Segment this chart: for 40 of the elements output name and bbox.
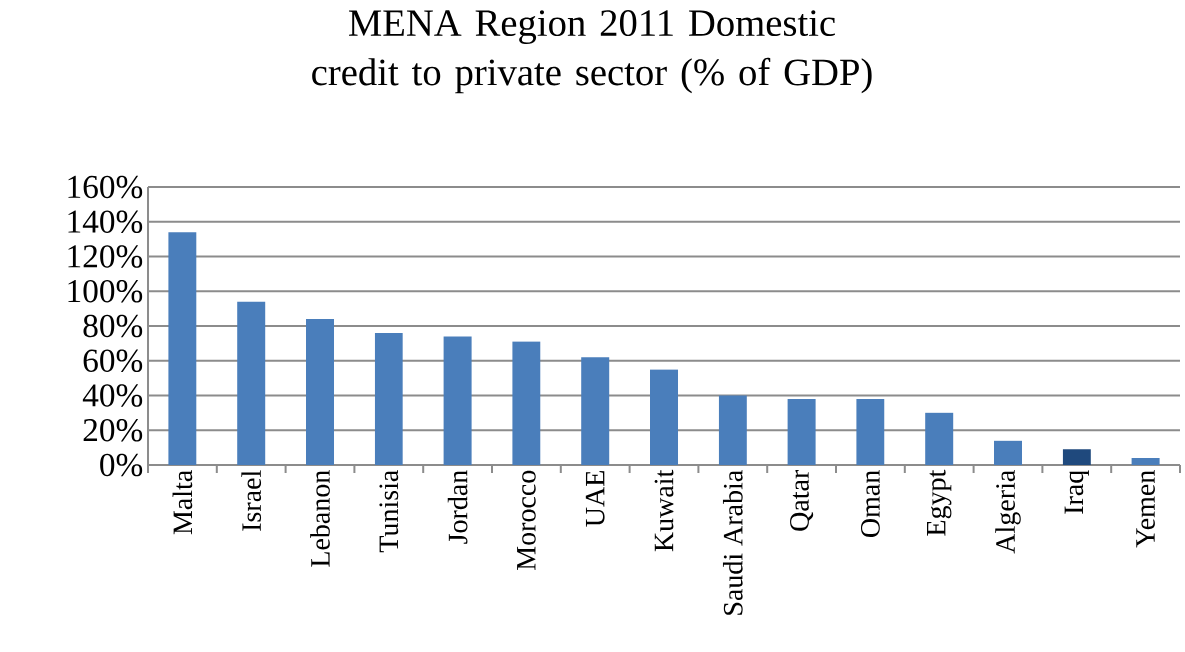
y-tick-label: 40% [82,384,143,407]
x-tick-label: Oman [860,470,880,537]
bar [237,301,266,465]
bar [994,440,1022,465]
chart-title: MENA Region 2011 Domestic credit to private sector (% of GDP) [312,10,872,94]
bar [168,232,197,465]
bar [1131,458,1160,465]
bar [856,398,885,465]
bar [718,395,747,465]
bar [787,398,816,465]
x-tick-label: Malta [172,470,193,535]
y-tick-label: 140% [68,210,143,234]
x-tick-label: Yemen [1136,470,1155,548]
y-tick-label: 20% [83,418,143,442]
y-tick-label: 160% [68,175,143,199]
x-tick-label: Iraq [1064,470,1089,514]
bar [306,319,335,465]
x-tick-label: Egypt [927,469,952,536]
y-tick-label: 60% [83,349,143,373]
bar [1062,449,1091,465]
y-tick-label: 80% [83,314,143,338]
x-tick-label: UAE [585,471,605,527]
bar [374,332,403,465]
x-tick-label: Morocco [517,470,536,570]
bar [512,341,541,465]
x-tick-label: Kuwait [654,469,674,552]
y-tick-label: 120% [68,245,143,268]
y-tick-label: 0% [100,453,143,477]
bar [650,369,679,465]
bar [443,336,472,465]
x-tick-label: Saudi Arabia [722,470,743,615]
bar [925,412,954,465]
x-tick-label: Jordan [447,470,468,544]
x-tick-label: Tunisia [379,470,399,553]
x-tick-label: Lebanon [310,470,330,567]
x-tick-label: Israel [241,470,262,531]
y-tick-label: 100% [68,279,143,303]
x-tick-label: Qatar [790,469,814,531]
bar [581,357,610,465]
x-tick-label: Algeria [995,470,1021,554]
